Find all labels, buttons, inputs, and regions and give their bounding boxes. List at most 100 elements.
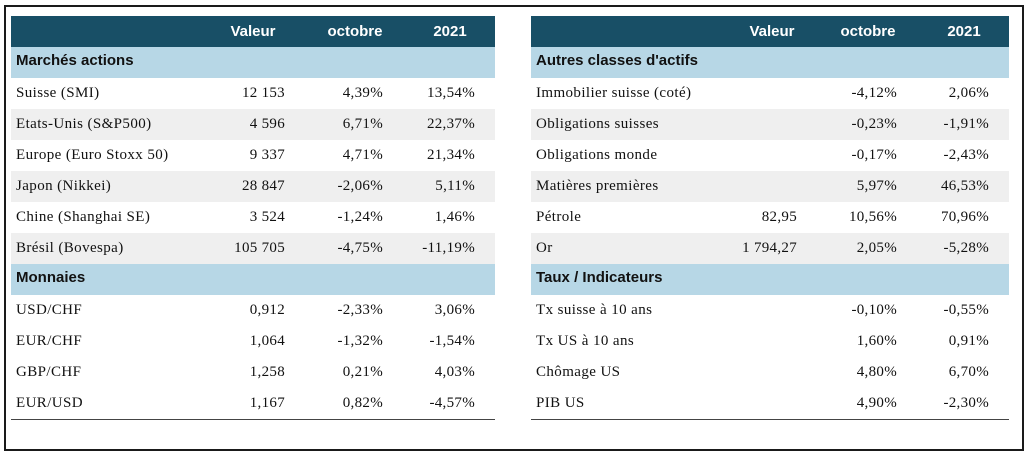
row-name: EUR/CHF [11,326,201,357]
table-row: Chine (Shanghai SE) 3 524 -1,24% 1,46% [11,202,495,233]
section-header: Monnaies [11,264,495,295]
row-valeur: 105 705 [201,233,305,264]
row-valeur [727,295,817,326]
header-annee: 2021 [919,16,1009,47]
row-name: Chômage US [536,364,621,380]
table-row: Obligations suisses -0,23% -1,91% [531,109,1009,140]
row-name: EUR/USD [11,388,201,420]
row-octobre: -2,33% [337,302,383,318]
row-valeur: 3 524 [201,202,305,233]
section-title: Taux / Indicateurs [531,264,1009,295]
row-octobre: 10,56% [817,202,919,233]
row-name: Tx US à 10 ans [531,326,727,357]
row-octobre: -0,23% [817,109,919,140]
table-row: Or 1 794,27 2,05% -5,28% [531,233,1009,264]
table-row: Japon (Nikkei) 28 847 -2,06% 5,11% [11,171,495,202]
table-row: Pétrole 82,95 10,56% 70,96% [531,202,1009,233]
row-octobre: 4,80% [856,364,897,380]
row-annee: 21,34% [405,140,495,171]
row-valeur: 9 337 [201,140,305,171]
row-octobre: 0,21% [342,364,383,380]
row-name: PIB US [531,388,727,420]
row-valeur [727,171,817,202]
section-title: Autres classes d'actifs [531,47,1009,78]
row-octobre: -4,75% [305,233,405,264]
row-annee: 1,46% [405,202,495,233]
row-annee: 2,06% [919,78,1009,109]
row-annee: -2,43% [919,140,1009,171]
table-row: Tx suisse à 10 ans -0,10% -0,55% [531,295,1009,326]
row-octobre: 6,71% [305,109,405,140]
table-row: USD/CHF 0,912 -2,33% 3,06% [11,295,495,326]
row-valeur [727,140,817,171]
row-annee: -5,28% [919,233,1009,264]
row-valeur: 12 153 [201,78,305,109]
section-header: Taux / Indicateurs [531,264,1009,295]
row-octobre: 4,39% [305,78,405,109]
row-valeur [727,78,817,109]
market-table-right: Valeur octobre 2021 Autres classes d'act… [531,16,1009,420]
section-header: Autres classes d'actifs [531,47,1009,78]
row-name: USD/CHF [16,302,83,318]
table-row: GBP/CHF 1,258 0,21% 4,03% [11,357,495,388]
table-row: Matières premières 5,97% 46,53% [531,171,1009,202]
row-name: Etats-Unis (S&P500) [11,109,201,140]
header-annee: 2021 [405,16,495,47]
row-valeur: 28 847 [201,171,305,202]
row-valeur: 1 794,27 [727,233,817,264]
header-valeur: Valeur [201,16,305,47]
row-annee: 46,53% [919,171,1009,202]
table-row: Obligations monde -0,17% -2,43% [531,140,1009,171]
row-name: Suisse (SMI) [11,78,201,109]
header-name [11,16,201,47]
row-octobre: -4,12% [817,78,919,109]
header-valeur: Valeur [727,16,817,47]
row-octobre: 2,05% [817,233,919,264]
table-row: PIB US 4,90% -2,30% [531,388,1009,420]
row-name: Obligations monde [531,140,727,171]
table-row: EUR/USD 1,167 0,82% -4,57% [11,388,495,420]
section-title: Marchés actions [11,47,495,78]
row-annee: 22,37% [405,109,495,140]
row-valeur: 0,912 [249,302,285,318]
row-name: Matières premières [531,171,727,202]
row-octobre: 4,90% [817,388,919,420]
table-row: Suisse (SMI) 12 153 4,39% 13,54% [11,78,495,109]
row-octobre: 1,60% [817,326,919,357]
row-name: Europe (Euro Stoxx 50) [11,140,201,171]
row-name: Chine (Shanghai SE) [11,202,201,233]
table-row: Brésil (Bovespa) 105 705 -4,75% -11,19% [11,233,495,264]
row-valeur: 4 596 [201,109,305,140]
row-valeur [727,109,817,140]
row-annee: -11,19% [405,233,495,264]
header-name [531,16,727,47]
row-valeur: 82,95 [727,202,817,233]
row-valeur: 1,167 [201,388,305,420]
header-octobre: octobre [817,16,919,47]
table-row: Etats-Unis (S&P500) 4 596 6,71% 22,37% [11,109,495,140]
table-row: EUR/CHF 1,064 -1,32% -1,54% [11,326,495,357]
row-name: Tx suisse à 10 ans [536,302,653,318]
header-row: Valeur octobre 2021 [11,16,495,47]
row-octobre: 4,71% [305,140,405,171]
row-octobre: 5,97% [817,171,919,202]
row-name: Or [531,233,727,264]
row-octobre: -2,06% [305,171,405,202]
row-annee: -1,91% [919,109,1009,140]
row-valeur [727,388,817,420]
section-title: Monnaies [11,264,495,295]
table-row: Immobilier suisse (coté) -4,12% 2,06% [531,78,1009,109]
row-name: Immobilier suisse (coté) [531,78,727,109]
row-octobre: -1,32% [305,326,405,357]
row-name: Pétrole [531,202,727,233]
row-annee: 5,11% [405,171,495,202]
row-name: Brésil (Bovespa) [11,233,201,264]
row-annee: 4,03% [434,364,475,380]
row-annee: -2,30% [919,388,1009,420]
row-octobre: -0,17% [817,140,919,171]
row-annee: -1,54% [405,326,495,357]
table-row: Europe (Euro Stoxx 50) 9 337 4,71% 21,34% [11,140,495,171]
row-valeur [727,326,817,357]
section-header: Marchés actions [11,47,495,78]
table-row: Tx US à 10 ans 1,60% 0,91% [531,326,1009,357]
